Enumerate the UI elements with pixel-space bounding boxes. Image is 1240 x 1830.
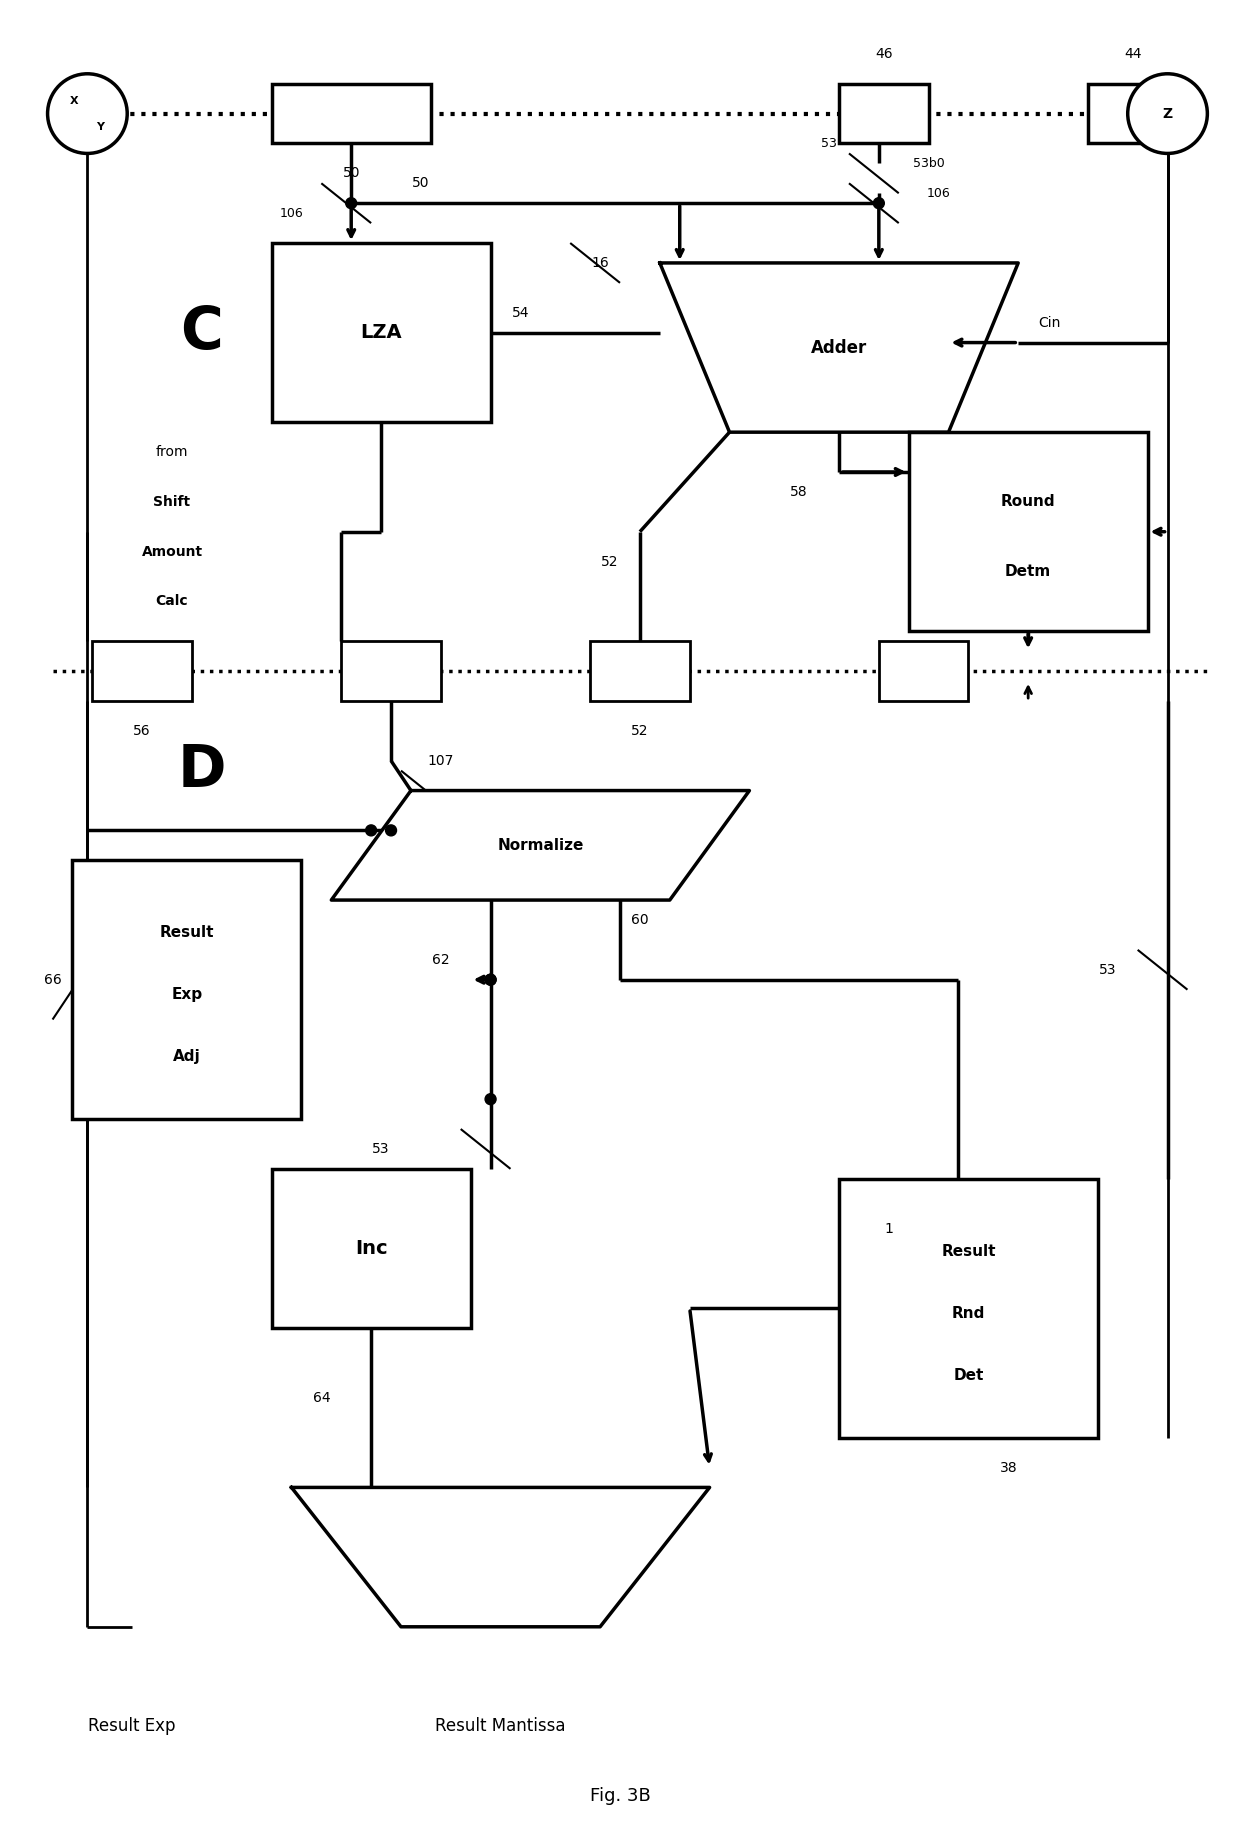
FancyBboxPatch shape — [92, 640, 192, 701]
Text: 106: 106 — [926, 187, 950, 199]
Polygon shape — [660, 264, 1018, 432]
FancyBboxPatch shape — [72, 860, 301, 1120]
FancyBboxPatch shape — [590, 640, 689, 701]
Text: 54: 54 — [512, 306, 529, 320]
Text: 66: 66 — [43, 974, 62, 986]
Text: 50: 50 — [342, 167, 360, 181]
Text: X: X — [71, 95, 79, 106]
Text: 53: 53 — [1099, 963, 1116, 977]
Text: Round: Round — [1001, 494, 1055, 509]
Text: 56: 56 — [134, 725, 151, 737]
Polygon shape — [291, 1488, 709, 1627]
Text: Shift: Shift — [154, 494, 191, 509]
Text: 38: 38 — [999, 1460, 1017, 1475]
FancyBboxPatch shape — [909, 432, 1148, 631]
Text: Result Exp: Result Exp — [88, 1717, 176, 1735]
Circle shape — [366, 825, 377, 836]
Text: Detm: Detm — [1006, 564, 1052, 578]
Text: Exp: Exp — [171, 988, 202, 1003]
Text: Result: Result — [941, 1244, 996, 1259]
Text: C: C — [181, 304, 223, 361]
Circle shape — [485, 1094, 496, 1105]
FancyBboxPatch shape — [1087, 84, 1178, 143]
Text: 62: 62 — [432, 953, 450, 966]
Circle shape — [873, 198, 884, 209]
Text: 52: 52 — [631, 725, 649, 737]
Text: 107: 107 — [428, 754, 454, 769]
Circle shape — [485, 974, 496, 985]
Text: Cin: Cin — [1038, 315, 1060, 329]
Text: 1: 1 — [884, 1222, 893, 1235]
Text: D: D — [177, 743, 226, 800]
Text: 46: 46 — [875, 48, 893, 60]
Text: 58: 58 — [790, 485, 808, 500]
Text: Adder: Adder — [811, 339, 867, 357]
Text: Z: Z — [1162, 106, 1173, 121]
Text: Inc: Inc — [355, 1239, 387, 1257]
Text: 60: 60 — [631, 913, 649, 928]
Text: Calc: Calc — [156, 595, 188, 608]
FancyBboxPatch shape — [879, 640, 968, 701]
Text: Fig. 3B: Fig. 3B — [590, 1788, 650, 1804]
Text: 64: 64 — [312, 1391, 330, 1405]
Text: 53: 53 — [372, 1142, 389, 1157]
Text: 16: 16 — [591, 256, 609, 271]
Text: Rnd: Rnd — [952, 1307, 985, 1321]
Polygon shape — [331, 791, 749, 900]
Circle shape — [1127, 73, 1208, 154]
Text: 106: 106 — [279, 207, 304, 220]
Text: LZA: LZA — [361, 324, 402, 342]
Text: Result: Result — [160, 926, 215, 941]
Circle shape — [346, 198, 357, 209]
Circle shape — [485, 974, 496, 985]
Text: 53: 53 — [821, 137, 837, 150]
Text: Result Mantissa: Result Mantissa — [435, 1717, 565, 1735]
Text: from: from — [156, 445, 188, 459]
Text: 53b0: 53b0 — [913, 157, 945, 170]
Text: 44: 44 — [1123, 48, 1142, 60]
Text: Adj: Adj — [174, 1049, 201, 1065]
FancyBboxPatch shape — [341, 640, 440, 701]
Circle shape — [386, 825, 397, 836]
Text: 50: 50 — [412, 176, 429, 190]
Text: 52: 52 — [601, 554, 619, 569]
Circle shape — [47, 73, 128, 154]
FancyBboxPatch shape — [839, 84, 929, 143]
Text: Det: Det — [954, 1369, 983, 1383]
Text: Y: Y — [97, 121, 104, 132]
Text: Normalize: Normalize — [497, 838, 584, 853]
FancyBboxPatch shape — [839, 1179, 1097, 1438]
FancyBboxPatch shape — [272, 243, 491, 423]
Text: Amount: Amount — [141, 545, 202, 558]
FancyBboxPatch shape — [272, 84, 430, 143]
FancyBboxPatch shape — [272, 1169, 471, 1329]
